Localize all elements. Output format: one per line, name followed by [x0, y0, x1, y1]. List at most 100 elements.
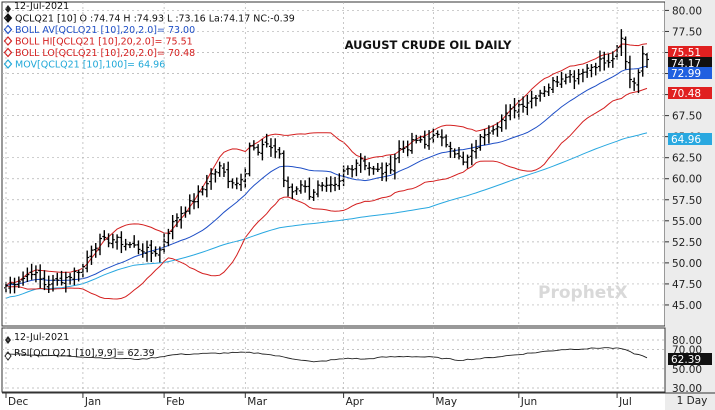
- month-label: Apr: [346, 396, 365, 408]
- legend-text: QCLQ21 [10] O :74.74 H :74.93 L :73.16 L…: [15, 14, 295, 25]
- last-value-flag-text: 72.99: [671, 68, 701, 80]
- ohlc-bar: [444, 134, 449, 148]
- last-value-flag: 72.99: [668, 67, 712, 80]
- ohlc-bar: [499, 114, 504, 132]
- ohlc-bar: [264, 133, 269, 148]
- ohlc-bar: [465, 154, 470, 169]
- ohlc-bar: [422, 130, 427, 149]
- ohlc-bar: [153, 246, 158, 257]
- ohlc-bar: [63, 271, 68, 293]
- ohlc-bar: [51, 274, 56, 292]
- ohlc-bar: [328, 176, 333, 193]
- boll-av-line: [5, 65, 648, 287]
- ohlc-bar: [286, 176, 291, 197]
- ohlc-bar: [247, 142, 252, 177]
- month-label: Jun: [520, 396, 537, 408]
- ohlc-bar: [401, 140, 406, 153]
- last-value-flag-text: 75.51: [671, 47, 701, 59]
- ohlc-bar: [217, 161, 222, 177]
- rsi-line: [5, 347, 648, 363]
- ohlc-bar: [439, 129, 444, 147]
- ohlc-bar: [273, 138, 278, 159]
- ohlc-bar: [33, 265, 38, 283]
- ohlc-bar: [427, 130, 432, 150]
- rsi-tick-label: 30.00: [672, 383, 702, 395]
- price-tick-label: 62.50: [672, 153, 702, 165]
- ohlc-bar: [55, 272, 60, 286]
- ohlc-bar: [627, 55, 632, 89]
- rsi-tick-label: 50.00: [672, 364, 702, 376]
- ohlc-bar: [550, 77, 555, 94]
- ohlc-bar: [76, 269, 81, 282]
- ohlc-bar: [251, 140, 256, 151]
- ohlc-bar: [397, 140, 402, 164]
- ohlc-bar: [46, 275, 51, 294]
- ohlc-bar: [281, 150, 286, 188]
- ohlc-bar: [187, 194, 192, 215]
- date-marker-icon: [5, 5, 11, 13]
- ohlc-bar: [256, 144, 261, 156]
- ohlc-bar: [448, 141, 453, 158]
- ohlc-bar: [38, 264, 43, 289]
- price-tick-label: 45.00: [672, 300, 702, 312]
- last-value-flag-text: 64.96: [671, 134, 701, 146]
- ohlc-bar: [482, 129, 487, 146]
- ohlc-bar: [12, 277, 17, 294]
- month-label: Mar: [247, 396, 267, 408]
- ohlc-bar: [371, 165, 376, 175]
- ohlc-bar: [640, 45, 645, 77]
- legend-marker-icon: [3, 47, 13, 58]
- ohlc-bar: [196, 185, 201, 209]
- ohlc-bar: [8, 276, 13, 294]
- time-frame-label: 1 Day: [677, 395, 708, 407]
- price-tick-label: 60.00: [672, 174, 702, 186]
- last-value-flag: 75.51: [668, 46, 712, 59]
- ohlc-bar: [559, 71, 564, 88]
- ohlc-bar: [580, 68, 585, 83]
- ohlc-bar: [405, 140, 410, 157]
- ohlc-bar: [68, 273, 73, 285]
- ohlc-bar: [85, 250, 90, 273]
- ohlc-bar: [315, 180, 320, 198]
- ohlc-bar: [106, 233, 111, 248]
- last-value-flag-box: [668, 133, 712, 145]
- ohlc-bar: [593, 62, 598, 76]
- ohlc-bar: [294, 186, 299, 195]
- ohlc-bar: [418, 135, 423, 143]
- rsi-label: RSI[QCLQ21 [10],9,9]= 62.39: [14, 348, 155, 359]
- month-label: Dec: [8, 396, 29, 408]
- ohlc-bar: [98, 233, 103, 256]
- month-label: Jan: [84, 396, 101, 408]
- ohlc-bar: [512, 97, 517, 119]
- ohlc-bar: [367, 162, 372, 176]
- ohlc-bar: [209, 168, 214, 190]
- ohlc-bar: [226, 161, 231, 189]
- ohlc-bar: [179, 206, 184, 229]
- ohlc-bar: [230, 178, 235, 189]
- ohlc-bar: [166, 228, 171, 247]
- ohlc-bar: [503, 104, 508, 130]
- rsi-value-flag-text: 62.39: [671, 354, 701, 366]
- price-tick-label: 77.50: [672, 26, 702, 38]
- ohlc-bar: [486, 125, 491, 144]
- legend-text: BOLL AV[QCLQ21 [10],20,2.0]= 73.00: [15, 25, 195, 36]
- ohlc-bar: [277, 147, 282, 159]
- ohlc-bar: [461, 151, 466, 166]
- ohlc-bar: [145, 240, 150, 262]
- ohlc-bar: [619, 29, 624, 57]
- ohlc-bar: [333, 176, 338, 192]
- ohlc-bar: [183, 206, 188, 218]
- ohlc-bar: [350, 165, 355, 178]
- ohlc-bar: [632, 77, 637, 91]
- ohlc-bar: [72, 267, 77, 286]
- ohlc-bar: [93, 243, 98, 258]
- legend-entry: QCLQ21 [10] O :74.74 H :74.93 L :73.16 L…: [3, 13, 295, 25]
- ohlc-bar: [452, 148, 457, 159]
- ohlc-bar: [324, 177, 329, 192]
- ohlc-bar: [491, 125, 496, 135]
- ohlc-bar: [589, 64, 594, 78]
- ohlc-bar: [119, 231, 124, 254]
- ohlc-bar: [508, 104, 513, 121]
